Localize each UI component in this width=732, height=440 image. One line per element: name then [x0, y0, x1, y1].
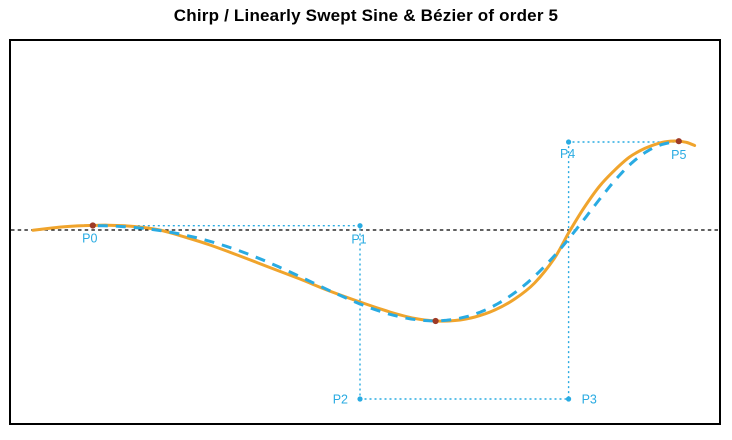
chart-title: Chirp / Linearly Swept Sine & Bézier of …: [173, 6, 559, 25]
point-label-p4: P4: [560, 147, 575, 161]
control-point-marker-p4: [566, 139, 572, 145]
point-label-p2: P2: [333, 393, 348, 407]
control-point-marker-p1: [357, 223, 363, 229]
curve-node-marker-2: [675, 138, 682, 145]
control-polygon: [92, 141, 679, 400]
curve-node-marker-0: [89, 222, 96, 229]
bezier-curve: [92, 140, 679, 323]
point-label-p0: P0: [82, 232, 97, 246]
point-label-p1: P1: [351, 233, 366, 247]
control-point-marker-p3: [566, 396, 572, 402]
curve-node-marker-1: [432, 317, 439, 325]
plot-border: [9, 39, 721, 425]
control-point-marker-p2: [357, 396, 363, 402]
plot-area: P0 P1 P2 P3 P4 P5: [9, 39, 721, 425]
plot-canvas: P0 P1 P2 P3 P4 P5: [9, 39, 721, 425]
point-label-p5: P5: [671, 148, 686, 162]
chirp-curve: [31, 139, 697, 323]
point-label-p3: P3: [582, 393, 597, 407]
